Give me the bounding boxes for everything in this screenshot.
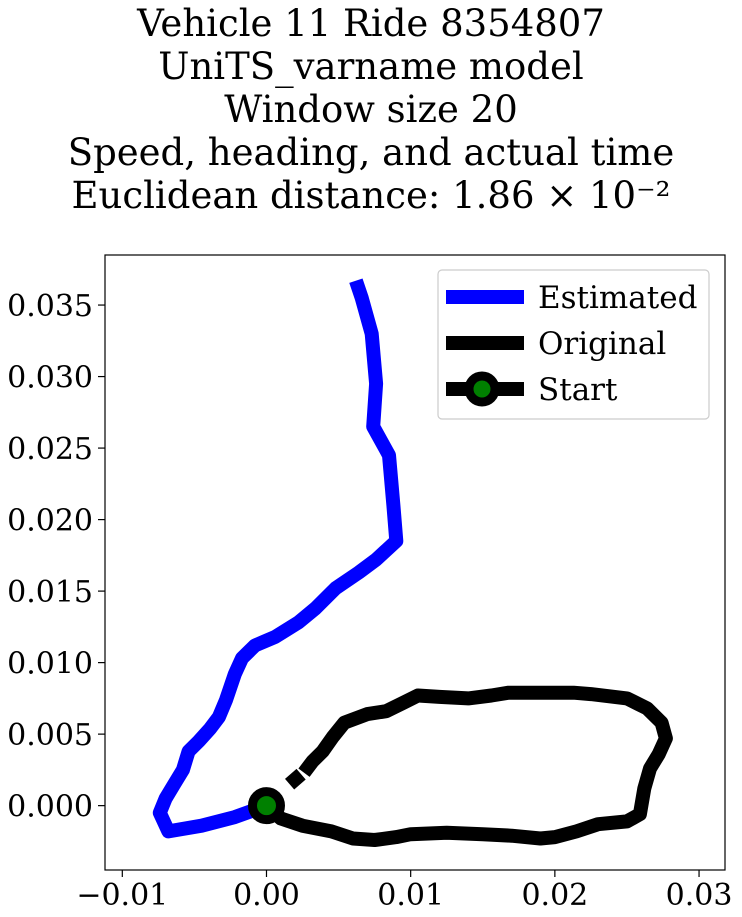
title-line-4: Speed, heading, and actual time — [67, 131, 675, 174]
y-tick-label: 0.010 — [7, 647, 93, 682]
x-tick-label: 0.01 — [377, 878, 444, 913]
title-line-2: UniTS_varname model — [158, 45, 584, 88]
series-line-original-2 — [261, 685, 673, 847]
series-line-original-1 — [285, 768, 306, 790]
title-line-3: Window size 20 — [224, 88, 518, 131]
chart-title: Vehicle 11 Ride 8354807 UniTS_varname mo… — [0, 2, 742, 217]
legend-label-original: Original — [538, 326, 666, 362]
legend-label-start: Start — [538, 372, 618, 408]
ticks-layer: −0.01 0.00 0.01 0.02 0.03 0.000 0.005 0.010 0.01… — [7, 289, 732, 913]
x-tick-label: 0.03 — [666, 878, 733, 913]
y-tick-label: 0.015 — [7, 575, 93, 610]
legend-label-estimated: Estimated — [538, 280, 697, 316]
y-tick-label: 0.020 — [7, 504, 93, 539]
legend-marker-start — [464, 371, 500, 407]
y-tick-label: 0.005 — [7, 718, 93, 753]
series-line-estimated — [152, 278, 404, 839]
y-tick-label: 0.000 — [7, 790, 93, 825]
y-tick-label: 0.025 — [7, 432, 93, 467]
plot-frame — [104, 254, 726, 871]
y-tick-label: 0.030 — [7, 361, 93, 396]
legend: Estimated Original Start — [437, 269, 710, 420]
x-tick-label: 0.00 — [233, 878, 300, 913]
legend-box — [437, 269, 710, 420]
title-line-1: Vehicle 11 Ride 8354807 — [137, 2, 605, 45]
y-tick-label: 0.035 — [7, 289, 93, 324]
series-layer — [152, 278, 673, 847]
x-tick-label: 0.02 — [521, 878, 588, 913]
title-line-5: Euclidean distance: 1.86 × 10⁻² — [71, 174, 671, 217]
x-tick-label: −0.01 — [76, 878, 168, 913]
start-marker — [247, 787, 285, 825]
